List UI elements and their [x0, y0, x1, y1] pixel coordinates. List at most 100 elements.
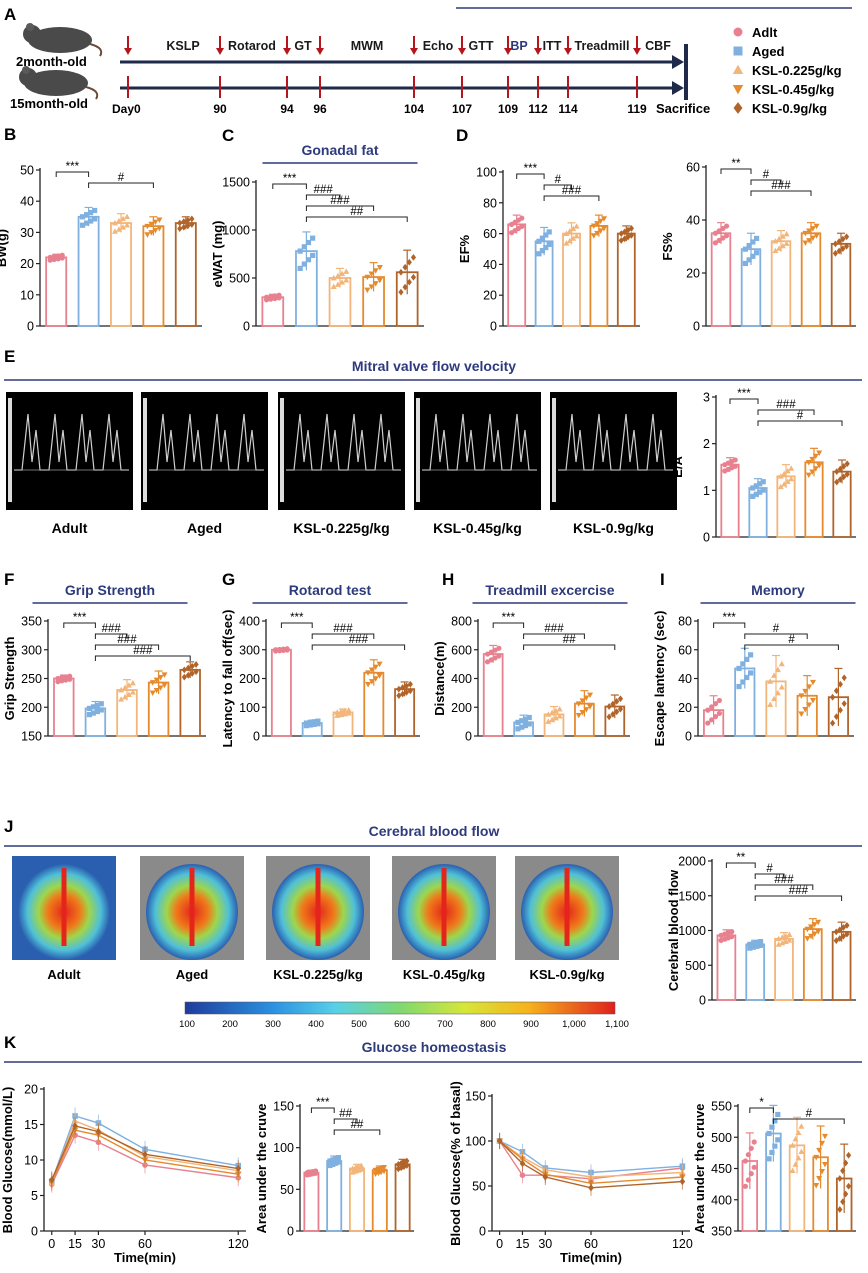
data-point	[760, 479, 766, 485]
x-tick-label: 120	[228, 1237, 249, 1251]
data-point	[177, 219, 183, 227]
legend-label: Aged	[752, 44, 785, 59]
panel-j-letter: J	[4, 817, 13, 836]
y-tick-label: 300	[21, 643, 42, 657]
timeline-phase-label: ITT	[543, 39, 562, 53]
data-point	[358, 1166, 365, 1172]
significance-bracket	[311, 633, 375, 639]
significance-label: ***	[66, 161, 80, 173]
data-point	[327, 1158, 333, 1164]
data-point	[90, 710, 97, 716]
data-point	[806, 238, 813, 244]
timeline-event-arrowhead	[564, 48, 572, 55]
chart-title: Memory	[751, 582, 805, 598]
bar	[179, 668, 201, 737]
data-point	[811, 922, 818, 928]
significance-label: ***	[737, 388, 751, 400]
data-point	[124, 213, 131, 220]
data-point	[798, 711, 805, 717]
data-point	[297, 248, 303, 254]
data-point	[311, 719, 317, 725]
data-point	[811, 931, 818, 937]
data-point	[310, 235, 316, 241]
data-point	[284, 646, 290, 652]
data-point	[716, 237, 722, 244]
echo-image	[141, 392, 268, 510]
significance-label: ##	[350, 206, 363, 218]
data-point	[83, 220, 90, 226]
data-point	[809, 469, 816, 475]
data-point	[72, 1122, 78, 1130]
data-point	[806, 228, 813, 234]
data-point	[368, 271, 375, 277]
y-tick-label: 150	[273, 1100, 294, 1114]
cbf-image	[140, 856, 244, 960]
data-point	[832, 240, 839, 248]
data-point	[587, 704, 594, 710]
chart-K2: 0 50 100 150 Area under the cruve *** ####	[254, 1097, 414, 1239]
data-point	[745, 1152, 751, 1158]
data-point	[402, 283, 408, 291]
legend-marker-square	[733, 46, 743, 56]
data-point	[543, 244, 549, 251]
significance-bracket	[305, 216, 408, 222]
data-point	[750, 493, 756, 499]
data-point	[376, 264, 383, 271]
data-point	[189, 662, 195, 670]
data-point	[376, 661, 383, 668]
data-point	[601, 225, 607, 232]
data-point	[833, 928, 839, 936]
bar	[830, 242, 852, 327]
data-point	[813, 1154, 820, 1161]
data-point	[813, 233, 820, 239]
x-tick-label: 60	[138, 1237, 152, 1251]
significance-bracket	[272, 183, 307, 189]
cbf-image	[515, 856, 619, 960]
y-axis-label: Blood Glucose(% of basal)	[448, 1081, 463, 1246]
data-point	[297, 265, 303, 271]
data-point	[368, 284, 375, 290]
bar	[349, 1167, 365, 1232]
y-axis-label: eWAT (mg)	[210, 221, 225, 288]
data-point	[779, 233, 786, 239]
chart-title: Rotarod test	[289, 582, 372, 598]
panel-k-title: Glucose homeostasis	[362, 1039, 507, 1055]
y-tick-label: 60	[686, 161, 700, 175]
y-tick-label: 0	[31, 1225, 38, 1239]
data-point	[566, 228, 573, 234]
significance-bracket	[305, 205, 375, 211]
y-tick-label: 1500	[222, 176, 250, 190]
data-point	[556, 705, 563, 712]
data-point	[590, 223, 597, 230]
echo-image	[550, 392, 677, 510]
data-point	[729, 929, 735, 935]
data-point	[809, 226, 816, 232]
data-point	[757, 938, 764, 945]
timeline-event-arrowhead	[504, 48, 512, 55]
significance-bracket	[713, 622, 746, 628]
y-tick-label: 500	[711, 1131, 732, 1145]
data-point	[142, 1150, 148, 1158]
data-point	[118, 686, 125, 693]
data-point	[841, 674, 847, 682]
y-tick-label: 80	[483, 196, 497, 210]
data-point	[263, 294, 270, 300]
timeline-phase-label: Rotarod	[228, 39, 276, 53]
data-point	[771, 672, 778, 678]
data-point	[750, 239, 756, 245]
data-point	[841, 473, 847, 481]
data-point	[751, 1139, 757, 1145]
data-point	[775, 1111, 781, 1118]
data-point	[570, 225, 577, 232]
data-point	[832, 250, 839, 257]
significance-bracket	[772, 1118, 845, 1124]
bar	[394, 1163, 411, 1232]
colorbar-tick-label: 300	[265, 1019, 281, 1030]
data-point	[364, 274, 371, 281]
data-point	[92, 207, 98, 214]
chart-letter: I	[660, 570, 665, 589]
y-tick-label: 400	[239, 615, 260, 629]
significance-label: ###	[562, 185, 582, 197]
data-point	[280, 646, 286, 652]
significance-bracket	[754, 884, 814, 890]
